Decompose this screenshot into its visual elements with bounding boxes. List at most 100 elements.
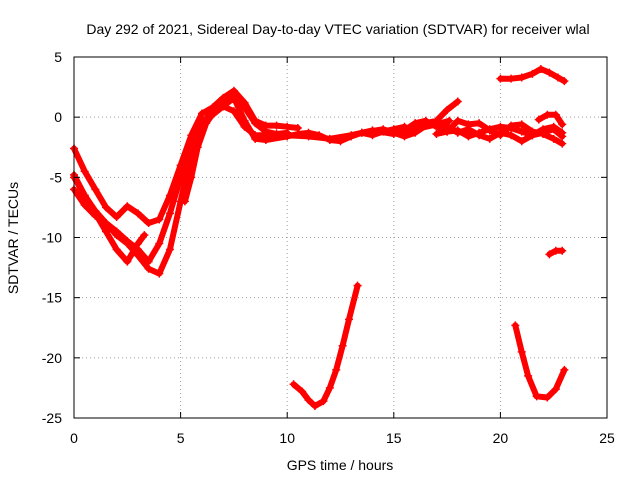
data-point: [551, 385, 560, 394]
data-point: [453, 116, 462, 125]
satellite-track-12: [511, 321, 569, 402]
data-point: [304, 128, 313, 137]
data-point: [507, 74, 516, 83]
satellite-track-6: [289, 281, 362, 410]
data-point: [80, 191, 89, 200]
y-tick-label: -20: [42, 350, 62, 366]
data-point: [507, 123, 516, 132]
satellite-track-12-line: [512, 322, 568, 401]
data-point: [210, 107, 219, 116]
data-point: [229, 91, 238, 100]
data-point: [112, 245, 121, 254]
data-point: [80, 201, 89, 210]
data-point: [112, 227, 121, 236]
data-point: [112, 213, 121, 222]
data-point: [261, 127, 270, 136]
data-point: [453, 126, 462, 135]
data-point: [347, 132, 356, 141]
data-point: [421, 116, 430, 125]
data-point: [298, 387, 307, 396]
data-point: [338, 341, 347, 350]
data-point: [304, 395, 313, 404]
satellite-track-13: [545, 246, 567, 259]
data-point: [560, 77, 569, 86]
data-point: [539, 128, 548, 137]
data-point: [496, 122, 505, 131]
data-point: [496, 131, 505, 140]
data-point: [80, 167, 89, 176]
data-point: [551, 110, 560, 119]
data-point: [485, 134, 494, 143]
data-point: [101, 227, 110, 236]
data-point: [176, 173, 185, 182]
data-point: [528, 131, 537, 140]
data-point: [180, 197, 189, 206]
data-point: [558, 139, 567, 148]
y-tick-label: -5: [50, 169, 63, 185]
data-point: [144, 257, 153, 266]
data-point: [165, 209, 174, 218]
data-point: [432, 130, 441, 139]
data-point: [549, 125, 558, 134]
satellite-track-10: [496, 65, 569, 86]
data-point: [133, 209, 142, 218]
y-axis-label: SDTVAR / TECUs: [5, 182, 21, 294]
data-point: [353, 281, 362, 290]
data-point: [336, 137, 345, 146]
data-point: [443, 127, 452, 136]
satellite-track-9: [432, 122, 567, 141]
data-point: [532, 392, 541, 401]
satellite-track-1-line: [71, 87, 301, 227]
data-point: [332, 365, 341, 374]
data-point: [187, 173, 196, 182]
y-tick-label: 0: [54, 109, 62, 125]
data-point: [325, 136, 334, 145]
y-tick-label: -10: [42, 230, 62, 246]
data-point: [558, 246, 567, 255]
data-point: [543, 393, 552, 402]
satellite-track-11: [534, 110, 567, 129]
data-point: [91, 211, 100, 220]
data-point: [549, 134, 558, 143]
data-point: [464, 120, 473, 129]
data-point: [545, 250, 554, 259]
data-point: [357, 128, 366, 137]
x-axis-label: GPS time / hours: [287, 457, 394, 473]
x-tick-label: 15: [386, 430, 402, 446]
data-point: [560, 365, 569, 374]
data-point: [507, 131, 516, 140]
data-point: [443, 105, 452, 114]
data-point: [545, 68, 554, 77]
data-point: [133, 245, 142, 254]
data-point: [543, 110, 552, 119]
data-point: [240, 103, 249, 112]
data-point: [293, 130, 302, 139]
data-point: [123, 202, 132, 211]
x-tick-labels: 0 5 10 15 20 25: [70, 430, 615, 446]
y-tick-label: -25: [42, 410, 62, 426]
chart-title: Day 292 of 2021, Sidereal Day-to-day VTE…: [86, 21, 589, 37]
data-point: [165, 245, 174, 254]
data-point: [528, 69, 537, 78]
data-point: [400, 126, 409, 135]
y-tick-label: -15: [42, 290, 62, 306]
data-point: [517, 127, 526, 136]
data-point: [310, 401, 319, 410]
series-layer: [70, 65, 569, 410]
data-point: [289, 380, 298, 389]
x-tick-label: 5: [177, 430, 185, 446]
data-point: [101, 219, 110, 228]
data-point: [485, 125, 494, 134]
data-point: [536, 65, 545, 74]
data-point: [432, 122, 441, 131]
data-point: [496, 74, 505, 83]
data-point: [475, 128, 484, 137]
data-point: [445, 116, 454, 125]
data-point: [123, 257, 132, 266]
data-point: [283, 128, 292, 137]
data-point: [558, 132, 567, 141]
data-point: [517, 137, 526, 146]
data-point: [345, 315, 354, 324]
data-point: [251, 134, 260, 143]
data-point: [511, 321, 520, 330]
